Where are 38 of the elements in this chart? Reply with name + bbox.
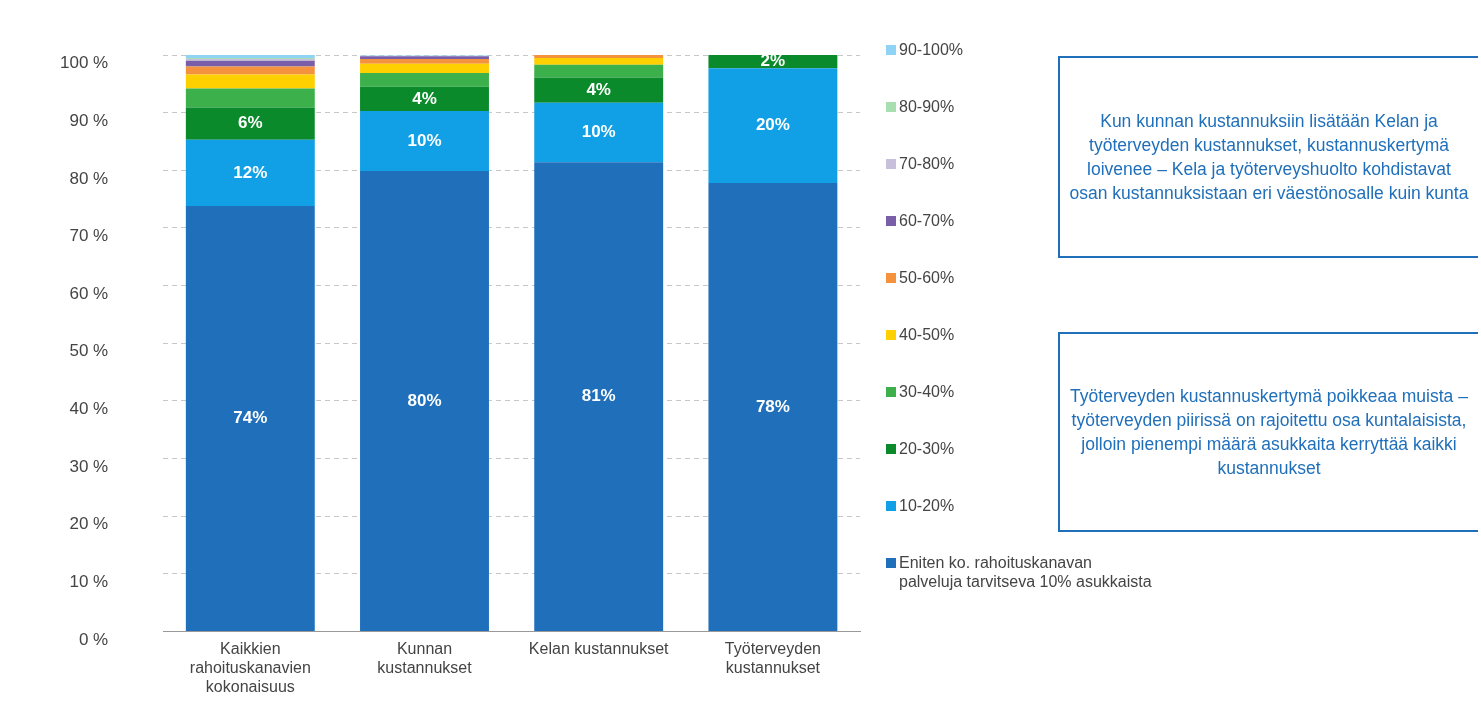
legend-label: 20-30% [899, 439, 955, 458]
legend-label: 70-80% [899, 154, 955, 173]
y-tick-label: 40 % [69, 399, 109, 419]
y-tick-label: 0 % [78, 629, 109, 649]
data-label: 6% [238, 113, 263, 133]
x-tick-label: Työterveyden kustannukset [724, 639, 821, 676]
data-label: 20% [755, 115, 790, 135]
legend-label: 80-90% [899, 97, 955, 116]
legend-label: 40-50% [899, 325, 955, 344]
legend-label: 90-100% [899, 40, 964, 59]
legend-label: 30-40% [899, 382, 955, 401]
data-label: 81% [581, 386, 616, 406]
data-label: 4% [586, 79, 611, 99]
y-tick-label: 20 % [69, 514, 109, 534]
data-label: 10% [407, 130, 442, 150]
data-label: 74% [233, 408, 268, 428]
y-tick-label: 100 % [60, 53, 109, 73]
text: Työterveyden kustannuskertymä poikkeaa muista – työterveyden piirissä on rajoitettu osa kuntalaisista, jolloin pienempi määrä asukkaita kerryttää kaikki kustannukset [1058, 332, 1478, 532]
y-tick-label: 80 % [69, 168, 109, 188]
x-tick-label: Kunnan kustannukset [377, 639, 473, 676]
y-tick-label: 10 % [69, 572, 109, 592]
data-label: 10% [581, 122, 616, 142]
y-tick-label: 70 % [69, 226, 109, 246]
y-tick-label: 30 % [69, 456, 109, 476]
legend-label: 10-20% [899, 496, 955, 515]
legend-label: Eniten ko. rahoituskanavan palveluja tarvitseva 10% asukkaista [899, 553, 1153, 591]
x-tick-label: Kaikkien rahoituskanavien kokonaisuus [189, 639, 311, 696]
data-label: 78% [755, 396, 790, 416]
legend-label: 60-70% [899, 211, 955, 230]
legend-label: 50-60% [899, 268, 955, 287]
x-tick-label: Kelan kustannukset [528, 639, 670, 657]
data-label: 12% [233, 162, 268, 182]
data-label: 80% [407, 390, 442, 410]
text: Kun kunnan kustannuksiin lisätään Kelan ja työterveyden kustannukset, kustannuskertymä loivenee – Kela ja työterveyshuolto kohdistavat osan kustannuksistaan eri väestönosalle kuin kunta [1058, 56, 1478, 258]
y-tick-label: 50 % [69, 341, 109, 361]
y-tick-label: 90 % [69, 110, 109, 130]
y-tick-label: 60 % [69, 283, 109, 303]
data-label: 4% [412, 88, 437, 108]
